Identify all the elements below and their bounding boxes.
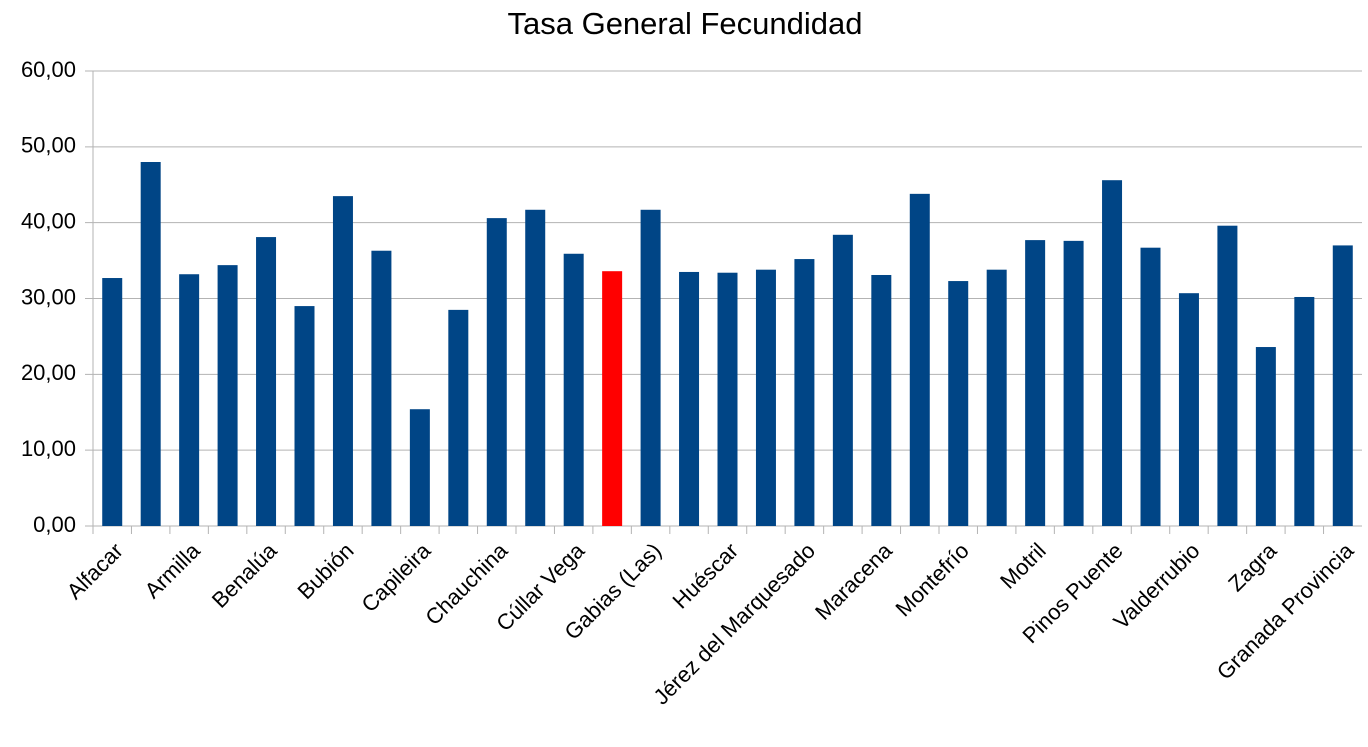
bar [679, 271, 700, 526]
x-tick-label: Capileira [356, 537, 436, 617]
x-tick-label: Alfacar [62, 538, 128, 604]
x-tick-label: Benalúa [207, 537, 282, 612]
bar [409, 409, 430, 526]
bar [871, 274, 892, 526]
bar [794, 259, 815, 526]
bar [1025, 240, 1046, 526]
bar [986, 269, 1007, 526]
bar [140, 162, 161, 526]
bar [909, 193, 930, 526]
x-tick-label: Zagra [1223, 537, 1282, 596]
bar [371, 250, 392, 526]
bar [1140, 247, 1161, 527]
y-tick-label: 30,00 [21, 284, 76, 309]
bar [102, 278, 123, 526]
y-tick-label: 40,00 [21, 208, 76, 233]
bar [256, 237, 277, 526]
bar [1217, 225, 1238, 526]
bar [179, 274, 200, 526]
bar [332, 196, 353, 526]
bar [1294, 296, 1315, 526]
y-tick-label: 20,00 [21, 360, 76, 385]
bar [1102, 180, 1123, 526]
bar [294, 306, 315, 526]
bar [1063, 240, 1084, 526]
x-tick-label: Bubión [292, 538, 358, 604]
bar [602, 271, 623, 526]
bar [1332, 245, 1353, 526]
x-tick-label: Huéscar [668, 538, 744, 614]
y-tick-label: 50,00 [21, 133, 76, 158]
bar [1255, 347, 1276, 526]
bar [563, 253, 584, 526]
x-tick-label: Armilla [140, 537, 206, 603]
bar [486, 218, 507, 526]
y-tick-label: 60,00 [21, 57, 76, 82]
bar [832, 234, 853, 527]
bar [525, 209, 546, 526]
x-tick-label: Granada Provincia [1212, 537, 1359, 684]
y-tick-label: 10,00 [21, 436, 76, 461]
bar [217, 265, 238, 526]
y-tick-label: 0,00 [33, 512, 76, 537]
bar [1178, 293, 1199, 526]
bar [448, 309, 469, 526]
bar [948, 281, 969, 526]
chart-title: Tasa General Fecundidad [507, 6, 862, 41]
x-tick-label: Montefrío [890, 538, 973, 621]
bar [640, 209, 661, 526]
bar [717, 272, 738, 526]
x-tick-label: Motril [995, 538, 1051, 594]
bar [755, 269, 776, 526]
x-tick-label: Maracena [810, 537, 897, 624]
